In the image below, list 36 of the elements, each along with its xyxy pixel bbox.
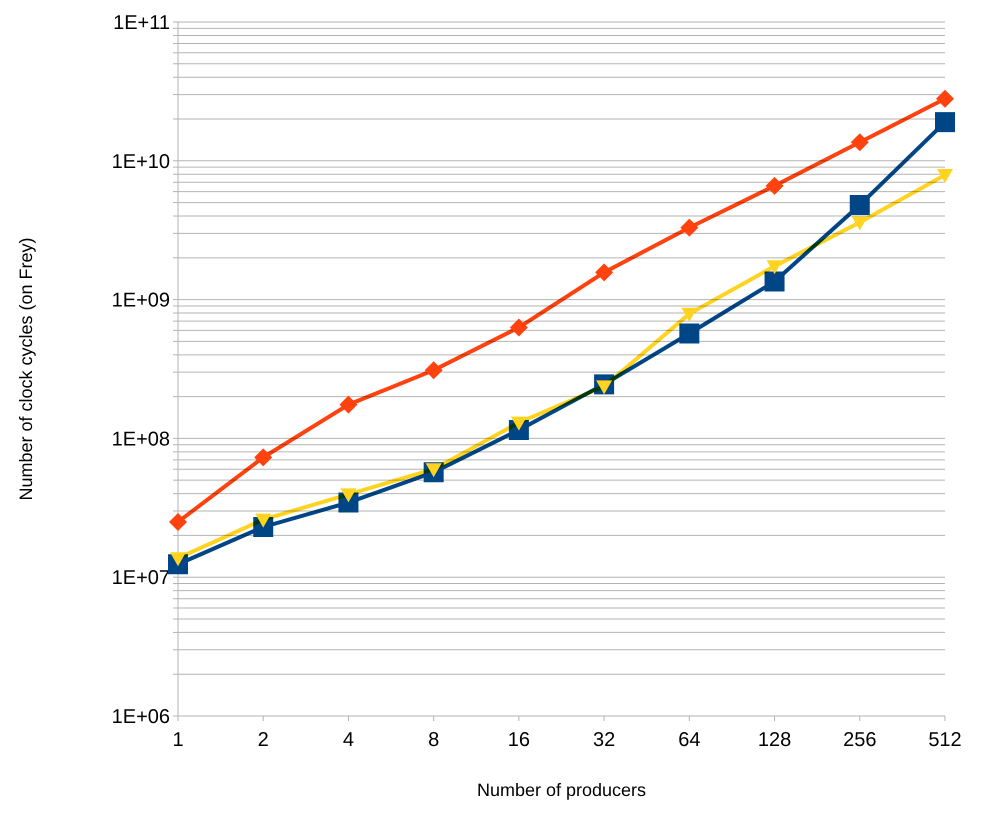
- point: [766, 176, 784, 195]
- y-tick-label: 1E+08: [112, 428, 170, 450]
- point: [850, 133, 869, 152]
- point: [936, 90, 954, 108]
- x-tick-label: 128: [758, 729, 792, 751]
- x-tick-label: 32: [592, 729, 616, 751]
- x-tick-label: 64: [678, 729, 700, 751]
- point: [679, 323, 700, 344]
- y-tick-label: 1E+06: [112, 706, 170, 728]
- point: [680, 218, 698, 237]
- point: [169, 512, 187, 531]
- point: [764, 272, 785, 292]
- point: [850, 195, 870, 216]
- point: [595, 263, 614, 282]
- x-tick-label: 8: [428, 729, 440, 751]
- x-tick-label: 2: [258, 729, 269, 751]
- x-axis-title: Number of producers: [476, 780, 646, 800]
- y-axis-title: Number of clock cycles (on Frey): [16, 237, 36, 501]
- x-tick-label: 16: [508, 729, 530, 751]
- y-tick-label: 1E+09: [112, 290, 170, 312]
- y-tick-label: 1E+07: [112, 567, 170, 590]
- point: [935, 112, 955, 132]
- y-tick-label: 1E+11: [113, 12, 170, 34]
- point: [937, 169, 953, 184]
- x-tick-label: 1: [172, 729, 184, 751]
- point: [254, 448, 272, 466]
- point: [766, 260, 783, 274]
- point: [681, 308, 698, 322]
- point: [339, 396, 358, 414]
- point: [510, 318, 528, 336]
- x-tick-label: 4: [342, 729, 354, 751]
- x-tick-label: 512: [928, 729, 962, 751]
- y-tick-label: 1E+10: [112, 150, 170, 173]
- point: [852, 216, 868, 230]
- x-tick-label: 256: [843, 729, 876, 751]
- point: [424, 361, 443, 380]
